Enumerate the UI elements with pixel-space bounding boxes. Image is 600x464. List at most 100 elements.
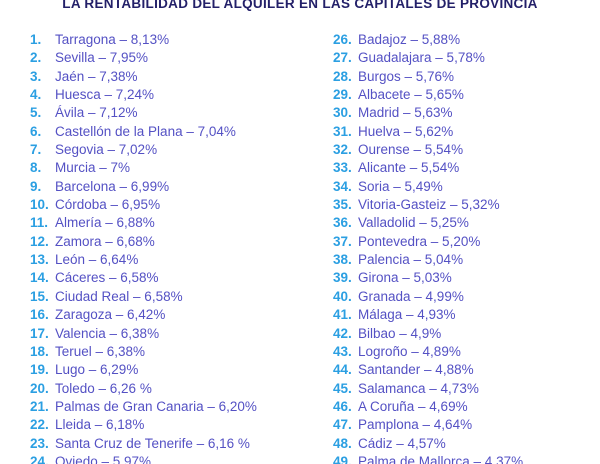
item-rank: 39. — [333, 270, 352, 286]
item-label: Almería – 6,88% — [55, 215, 155, 231]
item-label: Oviedo – 5,97% — [55, 453, 152, 464]
list-item: 43. Logroño – 4,89% — [333, 343, 595, 361]
list-item: 5. Ávila – 7,12% — [30, 104, 325, 122]
item-label: Ávila – 7,12% — [55, 105, 138, 121]
item-rank: 30. — [333, 105, 352, 121]
list-item: 27. Guadalajara – 5,78% — [333, 49, 595, 67]
list-item: 15. Ciudad Real – 6,58% — [30, 288, 325, 306]
item-rank: 33. — [333, 160, 352, 176]
item-label: Zamora – 6,68% — [55, 233, 155, 249]
item-rank: 8. — [30, 160, 42, 176]
item-rank: 4. — [30, 87, 42, 103]
item-label: Pamplona – 4,64% — [358, 417, 473, 433]
list-item: 30. Madrid – 5,63% — [333, 104, 595, 122]
list-item: 24. Oviedo – 5,97% — [30, 453, 325, 464]
list-item: 36. Valladolid – 5,25% — [333, 214, 595, 232]
list-item: 8. Murcia – 7% — [30, 159, 325, 177]
list-item: 33. Alicante – 5,54% — [333, 159, 595, 177]
item-rank: 46. — [333, 398, 352, 414]
list-item: 39. Girona – 5,03% — [333, 269, 595, 287]
item-label: Ciudad Real – 6,58% — [55, 288, 183, 304]
item-label: Granada – 4,99% — [358, 288, 464, 304]
item-rank: 14. — [30, 270, 49, 286]
item-rank: 43. — [333, 343, 352, 359]
item-label: Castellón de la Plana – 7,04% — [55, 123, 236, 139]
item-rank: 44. — [333, 362, 352, 378]
item-label: Barcelona – 6,99% — [55, 178, 170, 194]
item-label: Bilbao – 4,9% — [358, 325, 442, 341]
item-label: Palma de Mallorca – 4,37% — [358, 453, 524, 464]
ranking-column-right: 26. Badajoz – 5,88% 27. Guadalajara – 5,… — [333, 31, 595, 464]
item-rank: 38. — [333, 252, 352, 268]
item-label: Córdoba – 6,95% — [55, 197, 161, 213]
list-item: 45. Salamanca – 4,73% — [333, 380, 595, 398]
item-label: Logroño – 4,89% — [358, 343, 461, 359]
item-label: Santander – 4,88% — [358, 362, 474, 378]
list-item: 29. Albacete – 5,65% — [333, 86, 595, 104]
item-label: Lugo – 6,29% — [55, 362, 139, 378]
list-item: 32. Ourense – 5,54% — [333, 141, 595, 159]
item-label: Badajoz – 5,88% — [358, 32, 461, 47]
item-rank: 27. — [333, 50, 352, 66]
list-item: 11. Almería – 6,88% — [30, 214, 325, 232]
item-rank: 5. — [30, 105, 42, 121]
item-rank: 35. — [333, 197, 352, 213]
list-item: 14. Cáceres – 6,58% — [30, 269, 325, 287]
item-label: Zaragoza – 6,42% — [55, 307, 166, 323]
list-item: 16. Zaragoza – 6,42% — [30, 306, 325, 324]
list-item: 44. Santander – 4,88% — [333, 361, 595, 379]
item-rank: 40. — [333, 288, 352, 304]
item-rank: 1. — [30, 32, 42, 47]
item-label: Sevilla – 7,95% — [55, 50, 149, 66]
item-label: Palmas de Gran Canaria – 6,20% — [55, 398, 257, 414]
ranking-column-left: 1. Tarragona – 8,13% 2. Sevilla – 7,95% … — [30, 31, 325, 464]
list-item: 17. Valencia – 6,38% — [30, 325, 325, 343]
item-label: Guadalajara – 5,78% — [358, 50, 485, 66]
list-item: 4. Huesca – 7,24% — [30, 86, 325, 104]
list-item: 22. Lleida – 6,18% — [30, 416, 325, 434]
item-label: Albacete – 5,65% — [358, 87, 464, 103]
item-label: Ourense – 5,54% — [358, 142, 464, 158]
list-item: 23. Santa Cruz de Tenerife – 6,16 % — [30, 435, 325, 453]
item-rank: 29. — [333, 87, 352, 103]
item-rank: 15. — [30, 288, 49, 304]
item-rank: 37. — [333, 233, 352, 249]
list-item: 37. Pontevedra – 5,20% — [333, 233, 595, 251]
item-label: Tarragona – 8,13% — [55, 32, 170, 47]
list-item: 18. Teruel – 6,38% — [30, 343, 325, 361]
item-rank: 48. — [333, 435, 352, 451]
item-label: Santa Cruz de Tenerife – 6,16 % — [55, 435, 250, 451]
item-label: Pontevedra – 5,20% — [358, 233, 481, 249]
item-label: Valladolid – 5,25% — [358, 215, 469, 231]
page-title: LA RENTABILIDAD DEL ALQUILER EN LAS CAPI… — [62, 0, 538, 11]
list-item: 20. Toledo – 6,26 % — [30, 380, 325, 398]
item-rank: 32. — [333, 142, 352, 158]
item-label: Cáceres – 6,58% — [55, 270, 159, 286]
item-label: Valencia – 6,38% — [55, 325, 160, 341]
item-rank: 7. — [30, 142, 42, 158]
list-item: 26. Badajoz – 5,88% — [333, 31, 595, 49]
item-rank: 13. — [30, 252, 49, 268]
list-item: 49. Palma de Mallorca – 4,37% — [333, 453, 595, 464]
item-rank: 42. — [333, 325, 352, 341]
list-item: 10. Córdoba – 6,95% — [30, 196, 325, 214]
item-rank: 24. — [30, 453, 49, 464]
list-item: 42. Bilbao – 4,9% — [333, 325, 595, 343]
item-label: Jaén – 7,38% — [55, 68, 138, 84]
list-item: 21. Palmas de Gran Canaria – 6,20% — [30, 398, 325, 416]
item-label: Murcia – 7% — [55, 160, 131, 176]
item-label: Málaga – 4,93% — [358, 307, 456, 323]
list-item: 3. Jaén – 7,38% — [30, 68, 325, 86]
list-item: 41. Málaga – 4,93% — [333, 306, 595, 324]
item-rank: 10. — [30, 197, 49, 213]
item-rank: 28. — [333, 68, 352, 84]
list-item: 28. Burgos – 5,76% — [333, 68, 595, 86]
item-rank: 34. — [333, 178, 352, 194]
item-label: Cádiz – 4,57% — [358, 435, 446, 451]
list-item: 47. Pamplona – 4,64% — [333, 416, 595, 434]
item-label: Alicante – 5,54% — [358, 160, 460, 176]
item-rank: 49. — [333, 453, 352, 464]
item-rank: 45. — [333, 380, 352, 396]
item-label: Palencia – 5,04% — [358, 252, 464, 268]
list-item: 12. Zamora – 6,68% — [30, 233, 325, 251]
